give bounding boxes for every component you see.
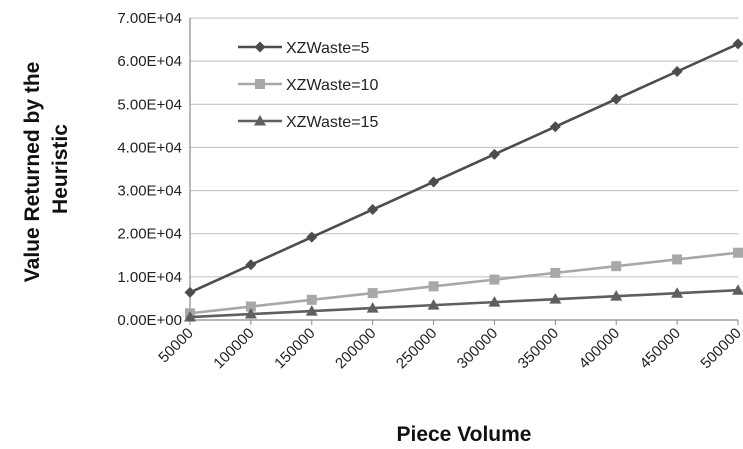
legend-marker [254, 115, 266, 126]
data-point [672, 254, 683, 265]
legend-entry-2: XZWaste=10 [238, 77, 378, 94]
data-point [733, 247, 743, 258]
x-tick-labels: 50000 100000 150000 200000 250000 300000 35000… [155, 325, 743, 372]
data-point [367, 204, 379, 216]
data-point [427, 299, 440, 310]
series-lines [184, 38, 743, 322]
data-point [610, 93, 622, 105]
y-tick-label: 0.00E+00 [117, 312, 182, 329]
y-axis-title: Value Returned by the Heuristic [21, 56, 72, 282]
legend-entry-1: XZWaste=5 [238, 40, 370, 57]
data-point [488, 296, 501, 307]
series-line [189, 251, 739, 315]
data-point [611, 261, 622, 272]
series-1 [184, 38, 743, 298]
legend-label: XZWaste=10 [286, 77, 378, 94]
data-point [184, 286, 196, 298]
y-tick-label: 7.00E+04 [117, 10, 182, 27]
axes [189, 18, 739, 325]
x-tick-label: 150000 [271, 325, 318, 372]
y-tick-label: 2.00E+04 [117, 226, 182, 243]
data-point [244, 308, 257, 319]
series-3 [184, 284, 743, 322]
data-point [306, 231, 318, 243]
data-point [671, 65, 683, 77]
x-tick-label: 350000 [515, 325, 562, 372]
y-axis-title-line-1: Value Returned by the [21, 62, 44, 283]
gridlines [190, 17, 738, 278]
y-tick-label: 6.00E+04 [117, 53, 182, 70]
data-point [305, 305, 318, 316]
x-tick-label: 400000 [576, 325, 623, 372]
legend-label: XZWaste=15 [286, 114, 378, 131]
data-point [732, 284, 743, 295]
x-tick-label: 500000 [697, 325, 743, 372]
data-point [366, 302, 379, 313]
data-point [549, 121, 561, 133]
data-point [184, 311, 196, 322]
y-tick-label: 3.00E+04 [117, 183, 182, 200]
legend-marker [254, 41, 266, 53]
data-point [489, 274, 500, 285]
legend: XZWaste=5 XZWaste=10 XZWaste=15 [238, 40, 378, 131]
data-point [610, 290, 623, 301]
x-tick-label: 300000 [454, 325, 501, 372]
legend-entry-3: XZWaste=15 [238, 114, 378, 131]
data-point [732, 38, 743, 50]
data-point [245, 259, 257, 271]
data-point [367, 288, 378, 299]
data-point [306, 294, 317, 305]
data-point [550, 267, 561, 278]
legend-marker [255, 79, 265, 89]
series-line [189, 42, 739, 294]
x-tick-label: 450000 [637, 325, 684, 372]
y-tick-label: 1.00E+04 [117, 269, 182, 286]
series-2 [185, 247, 743, 319]
x-tick-label: 100000 [210, 325, 257, 372]
series-line [189, 288, 739, 319]
x-tick-label: 200000 [332, 325, 379, 372]
data-point [245, 301, 256, 312]
y-axis-title-line-2: Heuristic [49, 124, 72, 214]
x-tick-label: 250000 [393, 325, 440, 372]
data-point [428, 176, 440, 188]
y-tick-label: 4.00E+04 [117, 139, 182, 156]
data-point [428, 281, 439, 292]
y-tick-label: 5.00E+04 [117, 96, 182, 113]
y-tick-labels: 0.00E+00 1.00E+04 2.00E+04 3.00E+04 4.00E+04… [117, 10, 182, 329]
data-point [488, 148, 500, 160]
x-tick-label: 50000 [155, 325, 197, 367]
data-point [671, 287, 684, 298]
legend-label: XZWaste=5 [286, 40, 370, 57]
data-point [549, 293, 562, 304]
x-axis-title: Piece Volume [396, 423, 531, 446]
